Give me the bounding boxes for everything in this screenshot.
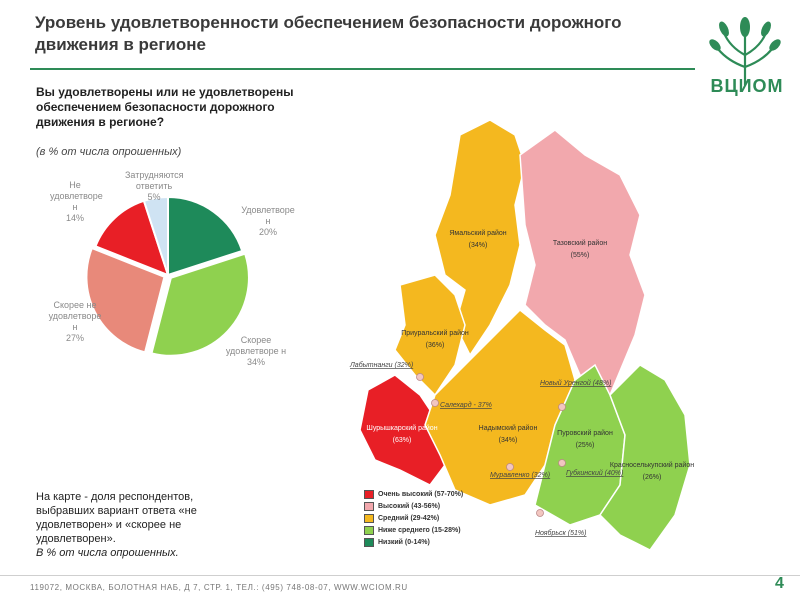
legend-item-2: Средний (29-42%) [364,512,496,524]
legend-label: Средний (29-42%) [378,514,440,522]
region-value-yamalsky: (34%) [469,242,488,249]
legend-item-1: Высокий (43-56%) [364,500,496,512]
map-note: На карте - доля респондентов, выбравших … [36,490,236,560]
page-title: Уровень удовлетворенности обеспечением б… [35,13,622,54]
city-label-gubkinsky: Губкинский (40%) [566,469,623,477]
region-label-yamalsky: Ямальский район [449,229,506,237]
region-label-purovsky: Пуровский район [557,429,613,437]
pie-label-4: Затрудняются ответить 5% [125,170,184,203]
pie-label-text: Не удовлетворе н [50,180,103,212]
pie-label-2: Скорее не удовлетворе н 27% [45,300,105,344]
city-dot-salekhard [431,399,439,407]
city-dot-gubkinsky [558,459,566,467]
title-divider [30,68,695,70]
legend-swatch [364,501,374,511]
legend-item-0: Очень высокий (57-70%) [364,488,496,500]
legend-label: Очень высокий (57-70%) [378,490,464,498]
region-shape-yamalsky [434,119,526,357]
region-shape-priuralsky [394,274,466,397]
pie-label-text: Скорее удовлетворе н [225,335,287,356]
city-label-noyabrsk: Ноябрьск (51%) [535,529,586,537]
pie-slice-2 [85,246,166,354]
region-value-shuryshkarsky: (63%) [393,437,412,444]
legend-label: Низкий (0-14%) [378,538,430,546]
region-value-krasnoselkupsky: (26%) [643,474,662,481]
map-legend: Очень высокий (57-70%) Высокий (43-56%) Ср… [364,488,496,548]
city-label-salekhard: Салехард - 37% [440,401,492,409]
pie-label-1: Скорее удовлетворе н 34% [225,335,287,368]
question-unit: (в % от числа опрошенных) [36,146,182,158]
region-label-tazovsky: Тазовский район [553,239,607,247]
satisfaction-pie-chart [85,195,250,357]
legend-swatch [364,513,374,523]
pie-label-value: 20% [258,227,277,237]
pie-label-value: 27% [65,333,84,343]
pie-label-value: 5% [147,192,161,202]
legend-label: Ниже среднего (15-28%) [378,526,461,534]
region-shape-shuryshkarsky [359,374,446,486]
pie-label-text: Удовлетворе н [241,205,295,226]
city-dot-novy-urengoy [558,403,566,411]
region-label-krasnoselkupsky: Красноселькупский район [610,461,694,469]
page-number: 4 [775,575,784,592]
region-value-nadymsky: (34%) [499,437,518,444]
wciom-logo-icon [709,17,781,87]
pie-label-text: Скорее не удовлетворе н [48,300,102,332]
pie-label-value: 34% [246,357,265,367]
city-label-labytnangi: Лабытнанги (32%) [349,361,413,369]
legend-item-4: Низкий (0-14%) [364,536,496,548]
region-label-priuralsky: Приуральский район [401,329,469,337]
region-shape-tazovsky [519,129,646,397]
region-label-nadymsky: Надымский район [479,424,538,432]
pie-slice-0 [167,195,244,277]
pie-label-3: Не удовлетворе н 14% [50,180,103,224]
legend-label: Высокий (43-56%) [378,502,441,510]
region-value-priuralsky: (36%) [426,342,445,349]
note-unit: В % от числа опрошенных. [36,547,179,559]
survey-question: Вы удовлетворены или не удовлетворены об… [36,85,294,129]
legend-swatch [364,489,374,499]
pie-slice-1 [150,252,250,357]
pie-slice-4 [142,195,169,276]
city-dot-labytnangi [416,373,424,381]
region-label-shuryshkarsky: Шурышкарский район [366,424,437,432]
region-shape-krasnoselkupsky [599,364,691,551]
region-value-purovsky: (25%) [576,442,595,449]
legend-item-3: Ниже среднего (15-28%) [364,524,496,536]
pie-label-text: Затрудняются ответить [125,170,184,191]
pie-label-value: 14% [65,213,84,223]
legend-swatch [364,537,374,547]
region-value-tazovsky: (55%) [571,252,590,259]
pie-label-0: Удовлетворе н 20% [240,205,296,238]
legend-swatch [364,525,374,535]
note-text: На карте - доля респондентов, выбравших … [36,491,197,545]
region-choropleth-map: Ямальский район (34%) Тазовский район (5… [349,119,694,551]
city-dot-muravlenko [506,463,514,471]
footer-divider [0,575,800,576]
city-label-novy-urengoy: Новый Уренгой (48%) [540,379,611,387]
city-label-muravlenko: Муравленко (32%) [490,472,550,479]
footer-address: 119072, МОСКВА, БОЛОТНАЯ НАБ, Д 7, СТР. … [30,583,408,592]
city-dot-noyabrsk [536,509,544,517]
logo-text: ВЦИОМ [710,76,784,96]
